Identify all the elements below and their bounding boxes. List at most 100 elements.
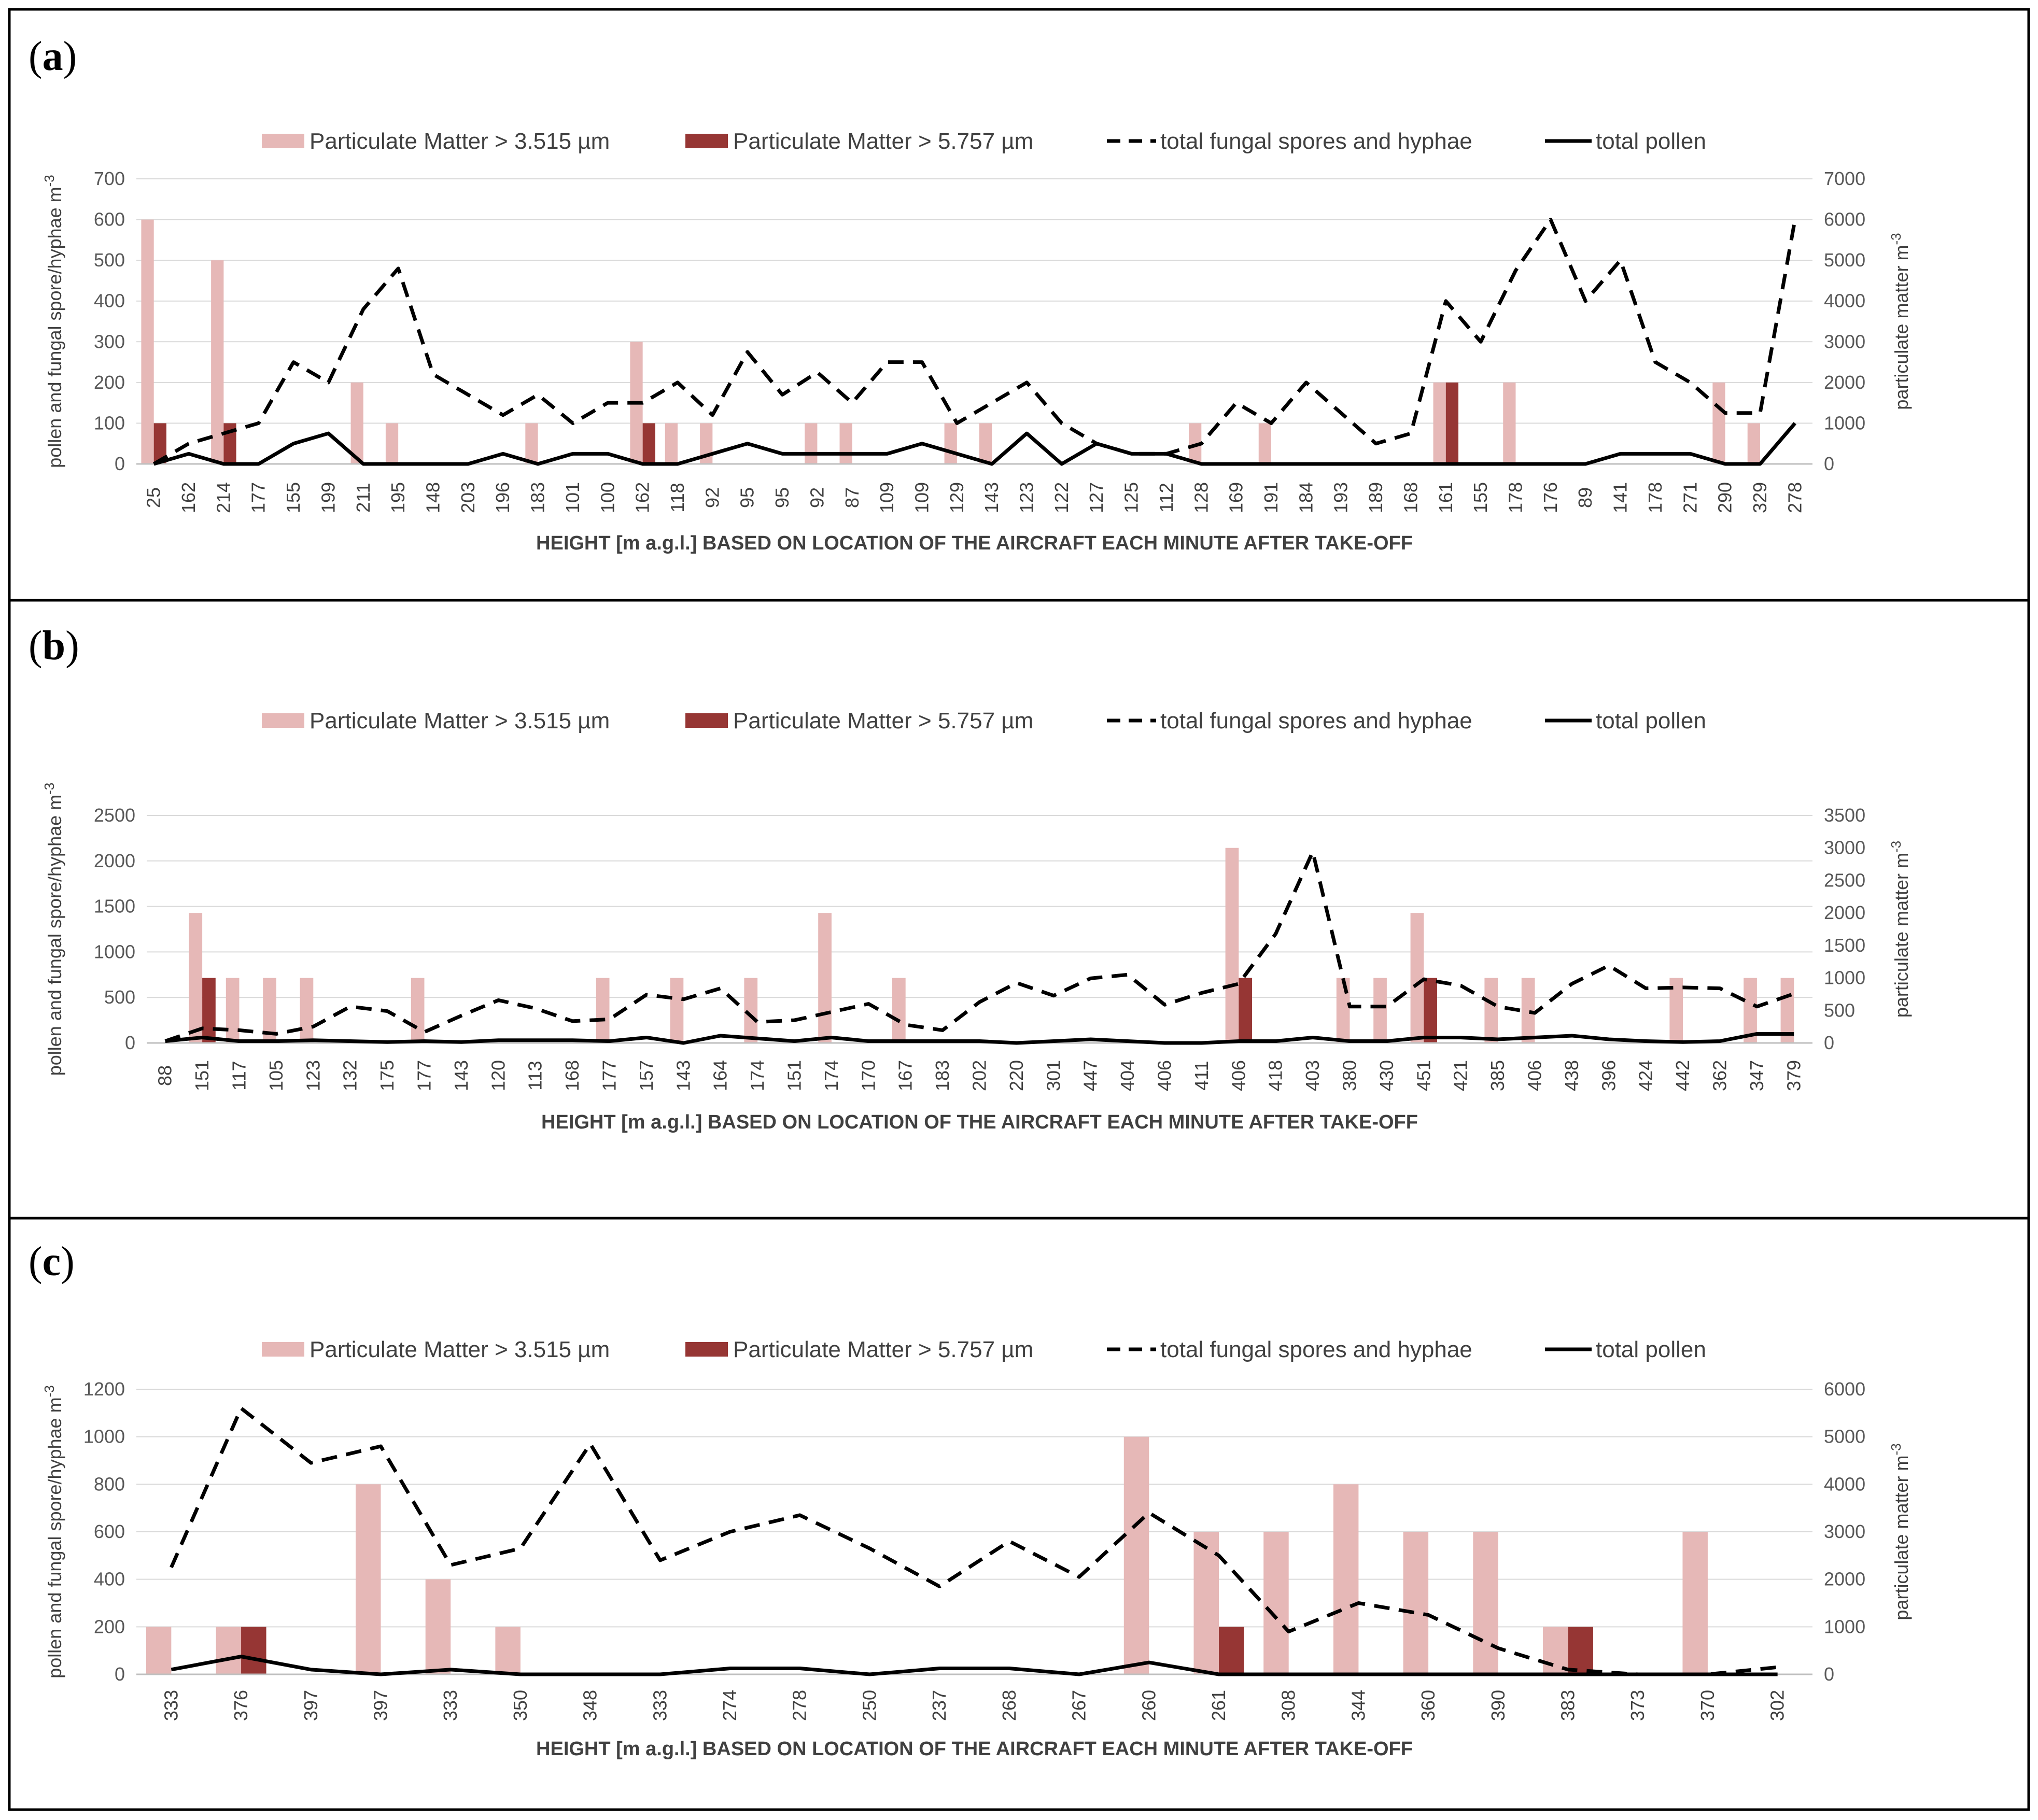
bar-pm-5757	[1568, 1627, 1594, 1674]
x-tick-label: 174	[821, 1060, 842, 1091]
y-right-tick-label: 3000	[1824, 837, 1865, 858]
bar-pm-3515	[596, 978, 610, 1043]
x-tick-label: 438	[1561, 1060, 1582, 1091]
x-tick-label: 411	[1191, 1061, 1212, 1090]
x-tick-label: 112	[1156, 483, 1177, 512]
x-tick-label: 250	[859, 1690, 880, 1721]
y-left-tick-label: 600	[94, 209, 125, 230]
x-tick-label: 308	[1278, 1690, 1299, 1721]
x-tick-label: 370	[1697, 1690, 1718, 1721]
x-tick-label: 95	[737, 487, 758, 508]
x-tick-label: 373	[1627, 1690, 1648, 1721]
x-tick-label: 268	[999, 1690, 1020, 1721]
x-tick-label: 261	[1208, 1690, 1229, 1721]
x-tick-label: 120	[487, 1060, 509, 1091]
bar-pm-3515	[1373, 978, 1387, 1043]
y-right-tick-label: 3000	[1824, 1521, 1865, 1542]
bar-pm-3515	[1744, 978, 1757, 1043]
chart-panel-c: (c) 0 200 400 600 800 1000 1200 0 1000 2000 3000 400…	[8, 1217, 2030, 1811]
x-tick-label: 113	[525, 1061, 546, 1090]
x-tick-label: 390	[1487, 1690, 1509, 1721]
x-tick-label: 178	[1645, 482, 1666, 513]
legend-label: total fungal spores and hyphae	[1160, 129, 1472, 154]
y-right-tick-label: 0	[1824, 1663, 1834, 1685]
x-tick-label: 167	[895, 1060, 916, 1091]
x-tick-label: 177	[599, 1060, 620, 1091]
bar-pm-3515	[1484, 978, 1498, 1043]
bar-pm-3515	[1403, 1532, 1429, 1674]
bar-pm-5757	[1424, 978, 1438, 1043]
bar-pm-3515	[211, 260, 224, 464]
legend: Particulate Matter > 3.515 µm Particulate…	[262, 129, 1706, 154]
x-tick-label: 127	[1086, 482, 1107, 513]
y-left-axis-title: pollen and fungal spore/hyphae m-3	[41, 1385, 65, 1678]
x-tick-label: 109	[876, 482, 897, 513]
x-tick-label: 157	[636, 1060, 657, 1091]
y-right-tick-label: 0	[1824, 1032, 1834, 1053]
x-tick-label: 202	[969, 1060, 990, 1091]
y-right-axis-title: particulate matter m-3	[1888, 841, 1912, 1018]
x-tick-label: 385	[1487, 1060, 1508, 1091]
bar-pm-5757	[241, 1627, 266, 1674]
line-total-pollen	[171, 1655, 1778, 1676]
x-tick-label: 175	[376, 1060, 398, 1091]
bar-pm-3515	[1123, 1436, 1149, 1674]
y-left-tick-label: 200	[94, 1616, 125, 1637]
x-tick-label: 95	[771, 487, 793, 508]
bar-pm-3515	[1433, 382, 1446, 464]
bar-pm-3515	[892, 978, 906, 1043]
x-tick-label: 267	[1069, 1690, 1090, 1721]
x-tick-label: 176	[1540, 482, 1561, 513]
x-tick-label: 177	[414, 1060, 435, 1091]
x-tick-label: 143	[451, 1060, 472, 1091]
x-tick-label: 260	[1138, 1690, 1159, 1721]
bar-pm-3515	[1336, 978, 1350, 1043]
x-tick-label: 344	[1347, 1690, 1369, 1721]
y-right-axis-title: particulate matter m-3	[1888, 233, 1912, 410]
y-right-tick-label: 3000	[1824, 331, 1865, 352]
legend-label: Particulate Matter > 5.757 µm	[733, 708, 1033, 733]
legend-swatch-pm-5757	[685, 134, 728, 148]
legend-label: total pollen	[1596, 1337, 1706, 1362]
x-tick-label: 178	[1505, 482, 1526, 513]
y-left-tick-label: 2500	[94, 805, 135, 826]
bar-pm-3515	[525, 423, 538, 464]
x-tick-label: 195	[387, 482, 409, 513]
legend-label: total pollen	[1596, 129, 1706, 154]
x-tick-label: 164	[710, 1060, 731, 1091]
bar-pm-3515	[1225, 848, 1239, 1043]
y-right-tick-label: 500	[1824, 999, 1855, 1021]
bar-pm-5757	[1218, 1627, 1244, 1674]
line-total-pollen	[165, 1032, 1794, 1045]
y-left-axis-title: pollen and fungal spore/hyphae m-3	[41, 783, 65, 1076]
bar-pm-3515	[1521, 978, 1535, 1043]
x-tick-label: 89	[1575, 487, 1596, 508]
legend-label: Particulate Matter > 3.515 µm	[310, 129, 610, 154]
x-tick-label: 290	[1714, 482, 1736, 513]
y-right-tick-label: 2000	[1824, 902, 1865, 923]
bar-pm-3515	[839, 423, 852, 464]
x-tick-label: 170	[858, 1060, 879, 1091]
bar-pm-3515	[1258, 423, 1272, 464]
x-tick-label: 168	[561, 1060, 583, 1091]
x-tick-label: 143	[672, 1060, 694, 1091]
y-left-tick-label: 1200	[83, 1378, 125, 1400]
y-left-axis-title: pollen and fungal spore/hyphae m-3	[41, 175, 65, 468]
bar-pm-5757	[1445, 382, 1459, 464]
x-tick-label: 397	[300, 1690, 321, 1721]
y-left-tick-label: 500	[94, 249, 125, 271]
x-tick-label: 129	[946, 482, 967, 513]
x-tick-label: 141	[1610, 482, 1631, 513]
bar-pm-3515	[1263, 1532, 1289, 1674]
bar-pm-3515	[1503, 382, 1516, 464]
bar-pm-3515	[1193, 1532, 1219, 1674]
panel-label: (a)	[29, 34, 77, 79]
x-tick-label: 174	[747, 1060, 768, 1091]
x-tick-label: 87	[841, 487, 863, 508]
x-tick-label: 347	[1746, 1060, 1767, 1091]
x-tick-label: 184	[1295, 482, 1316, 513]
bar-pm-3515	[411, 978, 425, 1043]
x-tick-label: 237	[929, 1690, 950, 1721]
x-tick-label: 196	[492, 482, 513, 513]
